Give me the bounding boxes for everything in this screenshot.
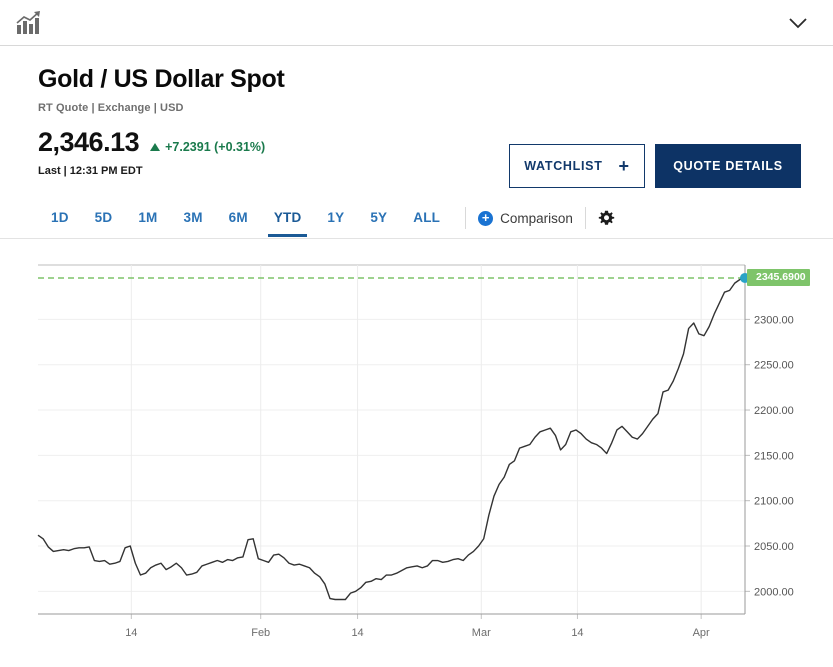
add-to-watchlist-button[interactable]: WATCHLIST +	[509, 144, 645, 188]
tab-1d[interactable]: 1D	[51, 210, 69, 225]
chevron-down-icon[interactable]	[781, 10, 815, 36]
plus-icon: +	[618, 156, 630, 176]
comparison-button[interactable]: + Comparison	[478, 210, 573, 226]
svg-text:2300.00: 2300.00	[754, 314, 794, 326]
svg-text:Feb: Feb	[251, 627, 270, 639]
price-row: 2,346.13 +7.2391 (+0.31%)	[38, 127, 801, 158]
page-title: Gold / US Dollar Spot	[38, 65, 285, 93]
divider	[584, 207, 586, 229]
price-chart[interactable]: 2000.00 2050.00 2100.00 2150.00 2200.00 2250.…	[0, 253, 833, 653]
svg-text:2150.00: 2150.00	[754, 450, 794, 462]
svg-text:Apr: Apr	[693, 627, 710, 639]
current-price-badge: 2345.6900	[747, 269, 810, 287]
svg-text:2050.00: 2050.00	[754, 541, 794, 553]
svg-text:Mar: Mar	[472, 627, 491, 639]
triangle-up-icon	[150, 142, 161, 151]
action-buttons: WATCHLIST + QUOTE DETAILS	[509, 144, 801, 188]
plus-circle-icon: +	[478, 210, 494, 226]
tab-ytd[interactable]: YTD	[261, 200, 315, 237]
quote-header: Gold / US Dollar Spot RT Quote | Exchang…	[0, 46, 833, 188]
svg-text:2200.00: 2200.00	[754, 405, 794, 417]
watchlist-label: WATCHLIST	[524, 159, 603, 173]
divider	[465, 207, 467, 229]
chart-canvas[interactable]: 2000.00 2050.00 2100.00 2150.00 2200.00 2250.…	[0, 253, 833, 653]
quote-details-button[interactable]: QUOTE DETAILS	[655, 144, 801, 188]
tab-6m[interactable]: 6M	[228, 210, 248, 225]
quote-timestamp: Last | 12:31 PM EDT	[38, 164, 143, 177]
svg-text:14: 14	[351, 627, 363, 639]
tab-5y[interactable]: 5Y	[370, 210, 388, 225]
tab-1y[interactable]: 1Y	[327, 210, 345, 225]
svg-text:2250.00: 2250.00	[754, 359, 794, 371]
range-toolbar: 1D 5D 1M 3M 6M YTD 1Y 5Y ALL + Compariso…	[0, 199, 833, 239]
svg-text:14: 14	[125, 627, 137, 639]
last-price: 2,346.13	[38, 126, 140, 157]
comparison-label: Comparison	[500, 210, 573, 226]
tab-1m[interactable]: 1M	[138, 210, 158, 225]
top-bar	[0, 0, 833, 46]
price-change-value: +7.2391 (+0.31%)	[165, 139, 266, 154]
price-change: +7.2391 (+0.31%)	[150, 140, 265, 154]
tab-5d[interactable]: 5D	[94, 210, 113, 225]
svg-text:14: 14	[571, 627, 583, 639]
svg-text:2100.00: 2100.00	[754, 495, 794, 507]
bar-chart-arrow-icon	[14, 10, 44, 36]
quote-subtitle: RT Quote | Exchange | USD	[38, 101, 184, 114]
tab-3m[interactable]: 3M	[183, 210, 203, 225]
svg-text:2000.00: 2000.00	[754, 586, 794, 598]
tab-all[interactable]: ALL	[413, 210, 441, 225]
gear-icon[interactable]	[598, 210, 615, 227]
